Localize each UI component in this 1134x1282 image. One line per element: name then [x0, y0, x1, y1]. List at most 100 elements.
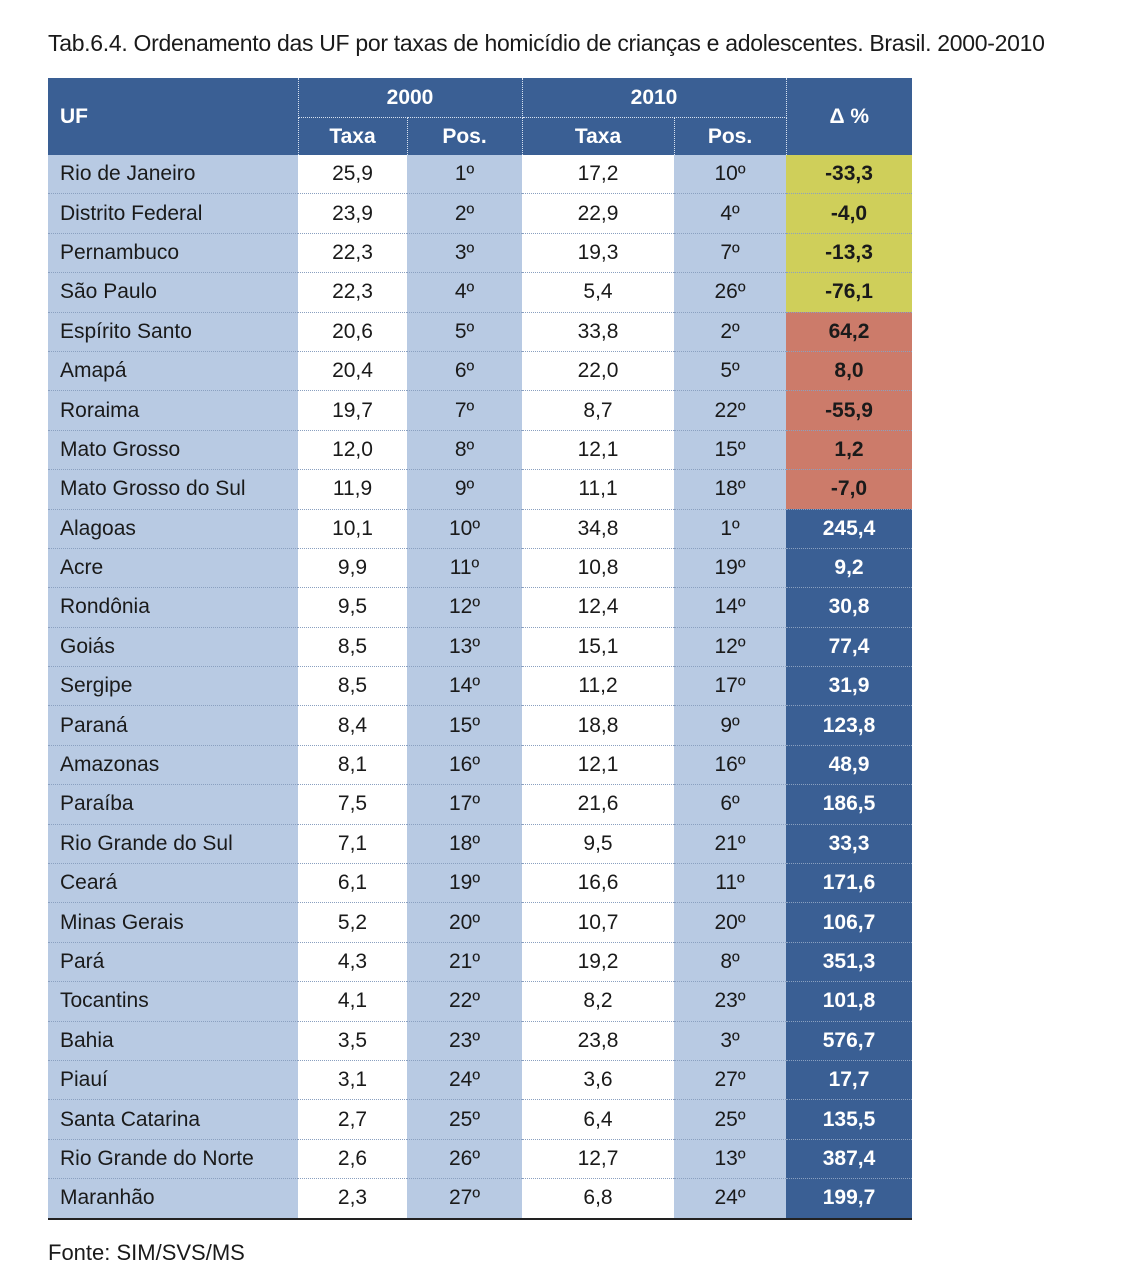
cell-uf: Santa Catarina: [48, 1099, 298, 1140]
table-row: Goiás 8,5 13º 15,1 12º 77,4: [48, 627, 912, 668]
cell-taxa-2000: 22,3: [298, 233, 407, 274]
cell-pos-2010: 3º: [674, 1021, 786, 1061]
cell-delta: 351,3: [786, 942, 912, 983]
cell-taxa-2000: 9,9: [298, 548, 407, 589]
cell-delta: 33,3: [786, 824, 912, 865]
cell-pos-2000: 25º: [407, 1099, 522, 1140]
cell-pos-2010: 25º: [674, 1099, 786, 1140]
table-row: São Paulo 22,3 4º 5,4 26º -76,1: [48, 272, 912, 313]
cell-uf: Mato Grosso do Sul: [48, 469, 298, 510]
cell-uf: Rio de Janeiro: [48, 155, 298, 195]
cell-pos-2000: 24º: [407, 1060, 522, 1101]
cell-delta: 387,4: [786, 1139, 912, 1180]
cell-taxa-2010: 8,7: [522, 390, 674, 431]
cell-uf: Amapá: [48, 351, 298, 392]
cell-delta: 576,7: [786, 1021, 912, 1061]
cell-uf: Maranhão: [48, 1178, 298, 1220]
cell-taxa-2000: 12,0: [298, 430, 407, 471]
cell-uf: Tocantins: [48, 981, 298, 1022]
cell-delta: 199,7: [786, 1178, 912, 1220]
cell-delta: 30,8: [786, 587, 912, 628]
cell-pos-2010: 1º: [674, 509, 786, 549]
cell-taxa-2010: 18,8: [522, 705, 674, 746]
cell-pos-2010: 4º: [674, 193, 786, 234]
cell-pos-2000: 13º: [407, 627, 522, 668]
cell-taxa-2010: 34,8: [522, 509, 674, 549]
cell-pos-2000: 2º: [407, 193, 522, 234]
table-row: Paraíba 7,5 17º 21,6 6º 186,5: [48, 784, 912, 825]
cell-taxa-2000: 8,4: [298, 705, 407, 746]
cell-taxa-2010: 22,9: [522, 193, 674, 234]
cell-pos-2000: 26º: [407, 1139, 522, 1180]
cell-taxa-2010: 23,8: [522, 1021, 674, 1061]
cell-pos-2000: 1º: [407, 155, 522, 195]
header-delta: Δ %: [786, 78, 912, 155]
cell-taxa-2000: 8,5: [298, 666, 407, 707]
cell-taxa-2000: 19,7: [298, 390, 407, 431]
header-pos-2010: Pos.: [674, 117, 787, 155]
cell-pos-2010: 26º: [674, 272, 786, 313]
header-taxa-2000: Taxa: [298, 117, 408, 155]
table-row: Amazonas 8,1 16º 12,1 16º 48,9: [48, 745, 912, 786]
source-note: Fonte: SIM/SVS/MS: [48, 1240, 245, 1265]
cell-pos-2000: 15º: [407, 705, 522, 746]
cell-taxa-2010: 12,1: [522, 745, 674, 786]
cell-delta: 245,4: [786, 509, 912, 549]
cell-pos-2000: 18º: [407, 824, 522, 865]
cell-delta: 9,2: [786, 548, 912, 589]
cell-delta: 106,7: [786, 902, 912, 943]
cell-delta: 8,0: [786, 351, 912, 392]
cell-delta: 171,6: [786, 863, 912, 904]
cell-delta: 135,5: [786, 1099, 912, 1140]
cell-pos-2000: 7º: [407, 390, 522, 431]
cell-pos-2010: 5º: [674, 351, 786, 392]
cell-taxa-2000: 7,5: [298, 784, 407, 825]
table-caption: Tab.6.4. Ordenamento das UF por taxas de…: [48, 30, 1045, 56]
cell-taxa-2000: 25,9: [298, 155, 407, 195]
cell-uf: Rondônia: [48, 587, 298, 628]
cell-pos-2010: 18º: [674, 469, 786, 510]
cell-delta: 64,2: [786, 312, 912, 352]
table-row: Roraima 19,7 7º 8,7 22º -55,9: [48, 390, 912, 431]
cell-uf: Bahia: [48, 1021, 298, 1061]
cell-taxa-2010: 21,6: [522, 784, 674, 825]
cell-pos-2000: 10º: [407, 509, 522, 549]
cell-pos-2000: 16º: [407, 745, 522, 786]
table-row: Pará 4,3 21º 19,2 8º 351,3: [48, 942, 912, 983]
cell-taxa-2000: 4,3: [298, 942, 407, 983]
cell-pos-2010: 15º: [674, 430, 786, 471]
cell-taxa-2010: 12,4: [522, 587, 674, 628]
cell-taxa-2010: 17,2: [522, 155, 674, 195]
table-row: Maranhão 2,3 27º 6,8 24º 199,7: [48, 1178, 912, 1220]
cell-pos-2000: 5º: [407, 312, 522, 352]
table-row: Rio Grande do Norte 2,6 26º 12,7 13º 387,4: [48, 1139, 912, 1180]
cell-uf: Roraima: [48, 390, 298, 431]
cell-pos-2010: 23º: [674, 981, 786, 1022]
cell-pos-2000: 20º: [407, 902, 522, 943]
cell-taxa-2000: 2,6: [298, 1139, 407, 1180]
cell-pos-2000: 8º: [407, 430, 522, 471]
cell-pos-2010: 13º: [674, 1139, 786, 1180]
cell-pos-2000: 23º: [407, 1021, 522, 1061]
cell-taxa-2010: 9,5: [522, 824, 674, 865]
cell-pos-2010: 17º: [674, 666, 786, 707]
cell-pos-2000: 3º: [407, 233, 522, 274]
table-row: Rio Grande do Sul 7,1 18º 9,5 21º 33,3: [48, 824, 912, 865]
cell-pos-2000: 14º: [407, 666, 522, 707]
cell-taxa-2000: 9,5: [298, 587, 407, 628]
cell-pos-2000: 17º: [407, 784, 522, 825]
cell-taxa-2010: 5,4: [522, 272, 674, 313]
cell-uf: Paraíba: [48, 784, 298, 825]
cell-pos-2000: 12º: [407, 587, 522, 628]
cell-pos-2000: 27º: [407, 1178, 522, 1220]
cell-pos-2000: 9º: [407, 469, 522, 510]
cell-uf: Paraná: [48, 705, 298, 746]
table-row: Espírito Santo 20,6 5º 33,8 2º 64,2: [48, 312, 912, 352]
cell-taxa-2000: 3,1: [298, 1060, 407, 1101]
cell-pos-2010: 12º: [674, 627, 786, 668]
cell-uf: Ceará: [48, 863, 298, 904]
cell-delta: 77,4: [786, 627, 912, 668]
cell-taxa-2010: 3,6: [522, 1060, 674, 1101]
cell-pos-2000: 21º: [407, 942, 522, 983]
header-taxa-2010: Taxa: [522, 117, 675, 155]
